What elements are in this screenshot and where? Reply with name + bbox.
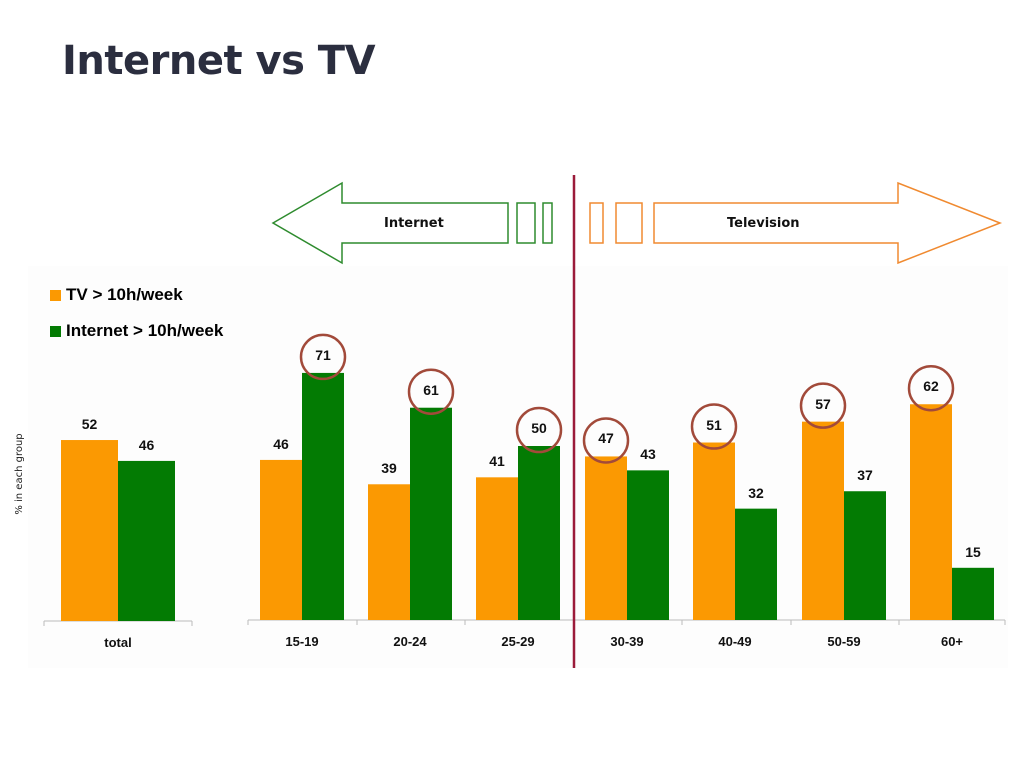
value-label: 46 [138, 436, 155, 453]
category-label-25-29: 25-29 [501, 634, 535, 649]
bar-internet-15-19 [302, 372, 344, 620]
internet-swatch-icon [50, 325, 61, 337]
value-label: 46 [273, 435, 289, 452]
value-label: 50 [531, 420, 547, 436]
category-label-30-39: 30-39 [610, 634, 644, 649]
page-title: Internet vs TV [62, 38, 376, 84]
television-arrow-label: Television [727, 216, 800, 231]
bar-tv-30-39 [585, 456, 627, 620]
value-label: 41 [489, 453, 505, 470]
bar-tv-total [61, 440, 118, 621]
highlight-circle-30-39 [582, 417, 630, 464]
highlight-circle-60+ [907, 364, 955, 412]
value-label: 47 [598, 430, 614, 447]
highlight-circles [299, 333, 955, 464]
bar-tv-60+ [910, 404, 952, 620]
value-label: 37 [857, 467, 873, 484]
value-label: 61 [423, 381, 439, 398]
value-label: 39 [381, 460, 397, 477]
highlight-circle-15-19 [299, 333, 347, 381]
bar-internet-total [118, 460, 175, 621]
value-label: 15 [965, 543, 981, 560]
legend-item-internet: Internet > 10h/week [50, 321, 223, 341]
bar-internet-40-49 [735, 508, 777, 620]
value-label: 32 [748, 484, 764, 501]
bar-tv-40-49 [693, 442, 735, 620]
internet-arrow-icon [271, 181, 553, 265]
bars-group [61, 372, 994, 621]
legend-label-internet: Internet > 10h/week [66, 321, 224, 340]
tv-swatch-icon [50, 289, 61, 301]
category-label-15-19: 15-19 [285, 634, 319, 649]
bar-internet-30-39 [627, 470, 669, 620]
television-arrow-icon [589, 181, 1003, 265]
value-label: 43 [640, 446, 656, 463]
category-label-20-24: 20-24 [393, 634, 427, 649]
legend-label-tv: TV > 10h/week [66, 285, 183, 304]
bar-internet-60+ [952, 567, 994, 620]
internet-arrow-label: Internet [384, 216, 444, 231]
category-label-60+: 60+ [940, 634, 964, 649]
bar-tv-20-24 [368, 484, 410, 620]
bar-tv-50-59 [802, 421, 844, 620]
highlight-circle-25-29 [515, 406, 563, 454]
highlight-circle-50-59 [799, 382, 847, 429]
value-label: 71 [315, 346, 331, 363]
bar-internet-25-29 [518, 446, 560, 620]
bar-internet-20-24 [410, 407, 452, 620]
legend-item-tv: TV > 10h/week [50, 285, 183, 305]
category-label-50-59: 50-59 [827, 634, 861, 649]
value-label: 51 [706, 416, 722, 433]
value-label: 57 [815, 395, 831, 412]
bar-internet-50-59 [844, 491, 886, 620]
value-label: 62 [923, 378, 939, 395]
category-label-40-49: 40-49 [718, 634, 752, 649]
value-label: 52 [81, 416, 98, 433]
highlight-circle-20-24 [407, 368, 455, 415]
highlight-circle-40-49 [690, 403, 738, 450]
bar-tv-15-19 [260, 459, 302, 620]
bar-tv-25-29 [476, 477, 518, 620]
category-label-total: total [104, 635, 132, 650]
y-axis-label: % in each group [14, 433, 25, 515]
